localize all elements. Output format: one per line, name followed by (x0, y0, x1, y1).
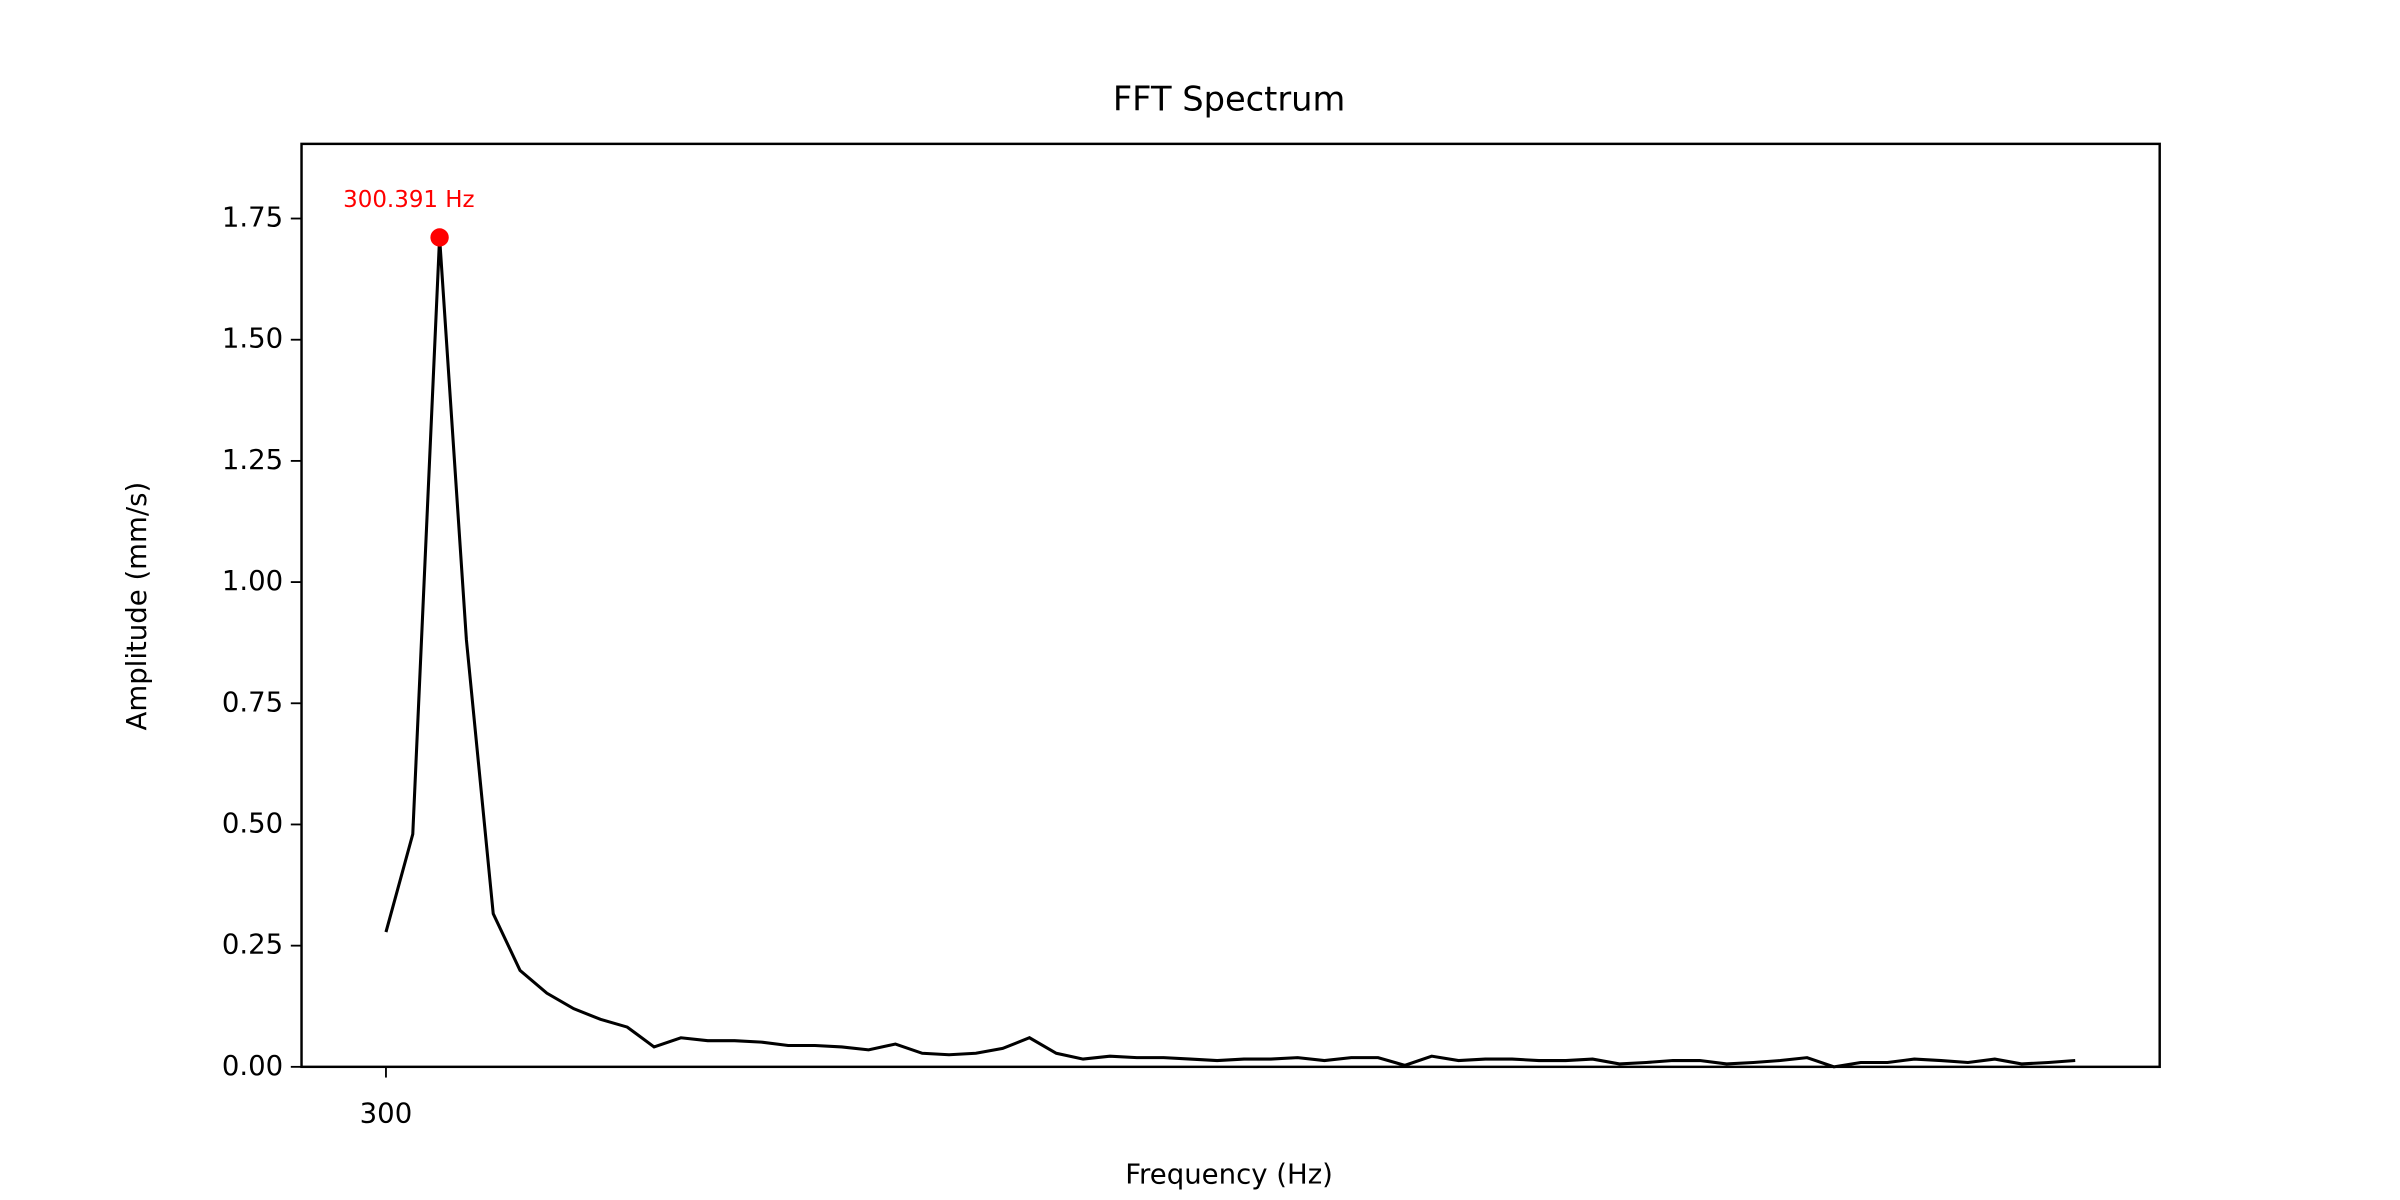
plot-frame (300, 142, 2161, 1069)
y-tick-label: 0.50 (222, 807, 283, 839)
y-tick-label: 1.50 (222, 323, 283, 355)
y-axis-label: Amplitude (mm/s) (121, 482, 153, 731)
y-tick-label: 1.25 (222, 444, 283, 476)
y-tick-label: 0.25 (222, 929, 283, 961)
x-tick-label: 300 (360, 1097, 413, 1129)
y-tick-label: 1.75 (222, 202, 283, 234)
y-tick-label: 1.00 (222, 565, 283, 597)
annotation-background (338, 184, 480, 217)
peak-marker (430, 228, 449, 247)
y-tick-label: 0.00 (222, 1050, 283, 1082)
chart-title: FFT Spectrum (1113, 80, 1345, 119)
annotation-label: 300.391 Hz (343, 187, 474, 213)
y-tick-label: 0.75 (222, 686, 283, 718)
line-series (384, 237, 2076, 1069)
x-axis-label: Frequency (Hz) (1125, 1159, 1333, 1191)
